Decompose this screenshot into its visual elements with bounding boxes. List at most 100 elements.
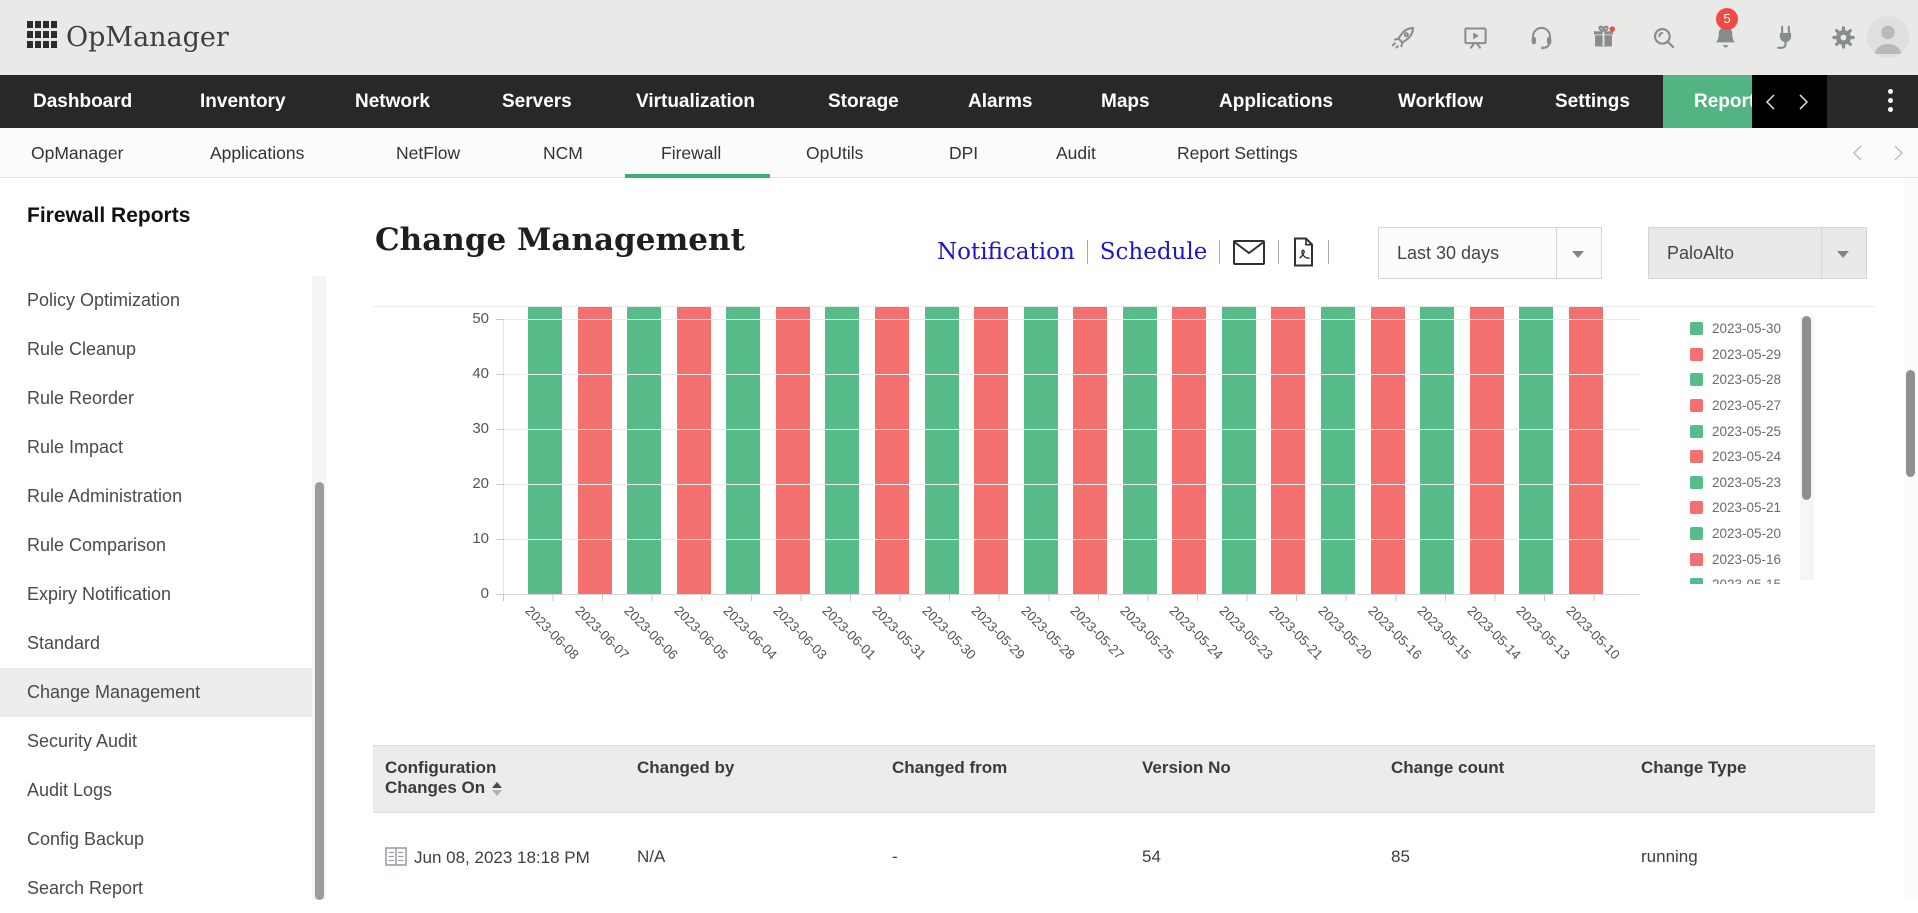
nav-item-workflow[interactable]: Workflow [1398, 91, 1484, 112]
legend-item[interactable]: 2023-05-15 [1690, 572, 1798, 584]
tab-reports-active[interactable]: Reports [1663, 75, 1752, 128]
legend-item[interactable]: 2023-05-27 [1690, 393, 1798, 419]
column-header-configuration-changes-on[interactable]: Configuration Changes On [373, 746, 625, 812]
nav-item-virtualization[interactable]: Virtualization [636, 91, 755, 112]
sidebar-item-config-backup[interactable]: Config Backup [27, 829, 145, 849]
sidebar-item-rule-reorder[interactable]: Rule Reorder [27, 388, 135, 408]
bar [1122, 307, 1157, 594]
subnav-item-oputils[interactable]: OpUtils [806, 143, 864, 163]
gear-icon[interactable] [1830, 24, 1857, 51]
subnav-prev-icon[interactable] [1850, 144, 1864, 162]
legend-swatch [1690, 322, 1703, 336]
notification-count-badge[interactable]: 5 [1716, 8, 1738, 30]
nav-item-network[interactable]: Network [355, 91, 430, 112]
legend-item[interactable]: 2023-05-24 [1690, 444, 1798, 470]
subnav-item-applications[interactable]: Applications [210, 143, 305, 163]
schedule-link[interactable]: Schedule [1099, 239, 1208, 265]
notification-link[interactable]: Notification [937, 239, 1075, 265]
legend-scrollbar-thumb[interactable] [1802, 316, 1811, 500]
sidebar-item-search-report[interactable]: Search Report [27, 878, 144, 898]
legend-item[interactable]: 2023-05-30 [1690, 316, 1798, 342]
column-header-changed-by[interactable]: Changed by [637, 758, 735, 777]
sidebar-item-rule-administration[interactable]: Rule Administration [27, 486, 183, 506]
pdf-export-icon[interactable] [1291, 237, 1316, 267]
sidebar-item-security-audit[interactable]: Security Audit [27, 731, 138, 751]
nav-item-dashboard[interactable]: Dashboard [33, 91, 133, 112]
x-axis-ticks [503, 594, 1641, 601]
sidebar-item-rule-cleanup[interactable]: Rule Cleanup [27, 339, 137, 359]
subnav-item-ncm[interactable]: NCM [543, 143, 583, 163]
subnav-item-netflow[interactable]: NetFlow [396, 143, 461, 163]
time-range-dropdown[interactable]: Last 30 days [1378, 227, 1602, 279]
nav-more-menu-icon[interactable] [1888, 89, 1894, 116]
cell-changed-from: - [892, 847, 898, 866]
separator [1219, 240, 1221, 264]
sidebar-item-audit-logs[interactable]: Audit Logs [27, 780, 113, 800]
user-avatar[interactable] [1867, 16, 1909, 58]
legend-item[interactable]: 2023-05-29 [1690, 342, 1798, 368]
change-management-table: Configuration Changes On Changed by Change… [373, 745, 1875, 901]
sidebar-item-standard[interactable]: Standard [27, 633, 101, 653]
subnav-next-icon[interactable] [1892, 144, 1906, 162]
column-header-change-type[interactable]: Change Type [1641, 758, 1747, 777]
y-axis-tick [496, 539, 504, 540]
legend-swatch [1690, 578, 1703, 584]
nav-item-settings[interactable]: Settings [1555, 91, 1630, 112]
search-icon[interactable] [1650, 24, 1677, 51]
nav-item-maps[interactable]: Maps [1101, 91, 1150, 112]
nav-item-applications[interactable]: Applications [1219, 91, 1334, 112]
page-scrollbar-thumb[interactable] [1906, 370, 1915, 477]
sidebar-item-rule-comparison[interactable]: Rule Comparison [27, 535, 167, 555]
sort-icon[interactable] [492, 782, 503, 796]
column-header-change-count[interactable]: Change count [1391, 758, 1505, 777]
bar [1568, 307, 1603, 594]
cell-version-no: 54 [1142, 847, 1161, 866]
subnav-item-audit[interactable]: Audit [1056, 143, 1096, 163]
legend-label: 2023-05-16 [1712, 551, 1782, 567]
nav-item-servers[interactable]: Servers [502, 91, 572, 112]
legend-item[interactable]: 2023-05-16 [1690, 546, 1798, 572]
legend-label: 2023-05-24 [1712, 449, 1782, 465]
sidebar-item-rule-impact[interactable]: Rule Impact [27, 437, 124, 457]
separator [1821, 228, 1822, 278]
bar [974, 307, 1009, 594]
gift-icon[interactable] [1590, 24, 1617, 51]
subnav-item-dpi[interactable]: DPI [949, 143, 979, 163]
rocket-icon[interactable] [1390, 24, 1417, 51]
column-header-changed-from[interactable]: Changed from [892, 758, 1008, 777]
legend-item[interactable]: 2023-05-28 [1690, 367, 1798, 393]
bell-icon[interactable] [1712, 24, 1739, 51]
y-axis-label: 0 [480, 585, 489, 602]
sidebar-item-change-management[interactable]: Change Management [0, 668, 315, 717]
sidebar-item-expiry-notification[interactable]: Expiry Notification [27, 584, 172, 604]
support-headset-icon[interactable] [1528, 24, 1555, 51]
y-axis-tick [496, 594, 504, 595]
nav-item-inventory[interactable]: Inventory [200, 91, 286, 112]
nav-item-storage[interactable]: Storage [828, 91, 899, 112]
legend-item[interactable]: 2023-05-23 [1690, 470, 1798, 496]
subnav-item-firewall[interactable]: Firewall [661, 143, 722, 163]
nav-item-alarms[interactable]: Alarms [968, 91, 1033, 112]
legend-item[interactable]: 2023-05-21 [1690, 495, 1798, 521]
email-report-icon[interactable] [1232, 239, 1266, 266]
bar [1519, 307, 1554, 594]
sidebar-item-policy-optimization[interactable]: Policy Optimization [27, 290, 181, 310]
report-subnav: OpManager Applications NetFlow NCM Firewall O… [0, 128, 1918, 178]
legend-swatch [1690, 373, 1703, 387]
subnav-item-report-settings[interactable]: Report Settings [1177, 143, 1298, 163]
plugin-icon[interactable] [1772, 24, 1799, 51]
demo-video-icon[interactable] [1462, 24, 1489, 51]
legend-item[interactable]: 2023-05-20 [1690, 521, 1798, 547]
legend-swatch [1690, 399, 1703, 413]
apps-grid-icon[interactable] [27, 21, 57, 54]
gridline [503, 484, 1640, 485]
column-header-version-no[interactable]: Version No [1142, 758, 1231, 777]
subnav-item-opmanager[interactable]: OpManager [31, 143, 124, 163]
device-dropdown[interactable]: PaloAlto [1648, 227, 1867, 279]
page-scrollbar-track[interactable] [1903, 178, 1918, 900]
nav-prev-icon[interactable] [1764, 94, 1776, 110]
legend-item[interactable]: 2023-05-25 [1690, 418, 1798, 444]
sidebar-scrollbar-thumb[interactable] [315, 482, 324, 900]
legend-label: 2023-05-23 [1712, 474, 1782, 490]
nav-next-icon[interactable] [1798, 94, 1810, 110]
